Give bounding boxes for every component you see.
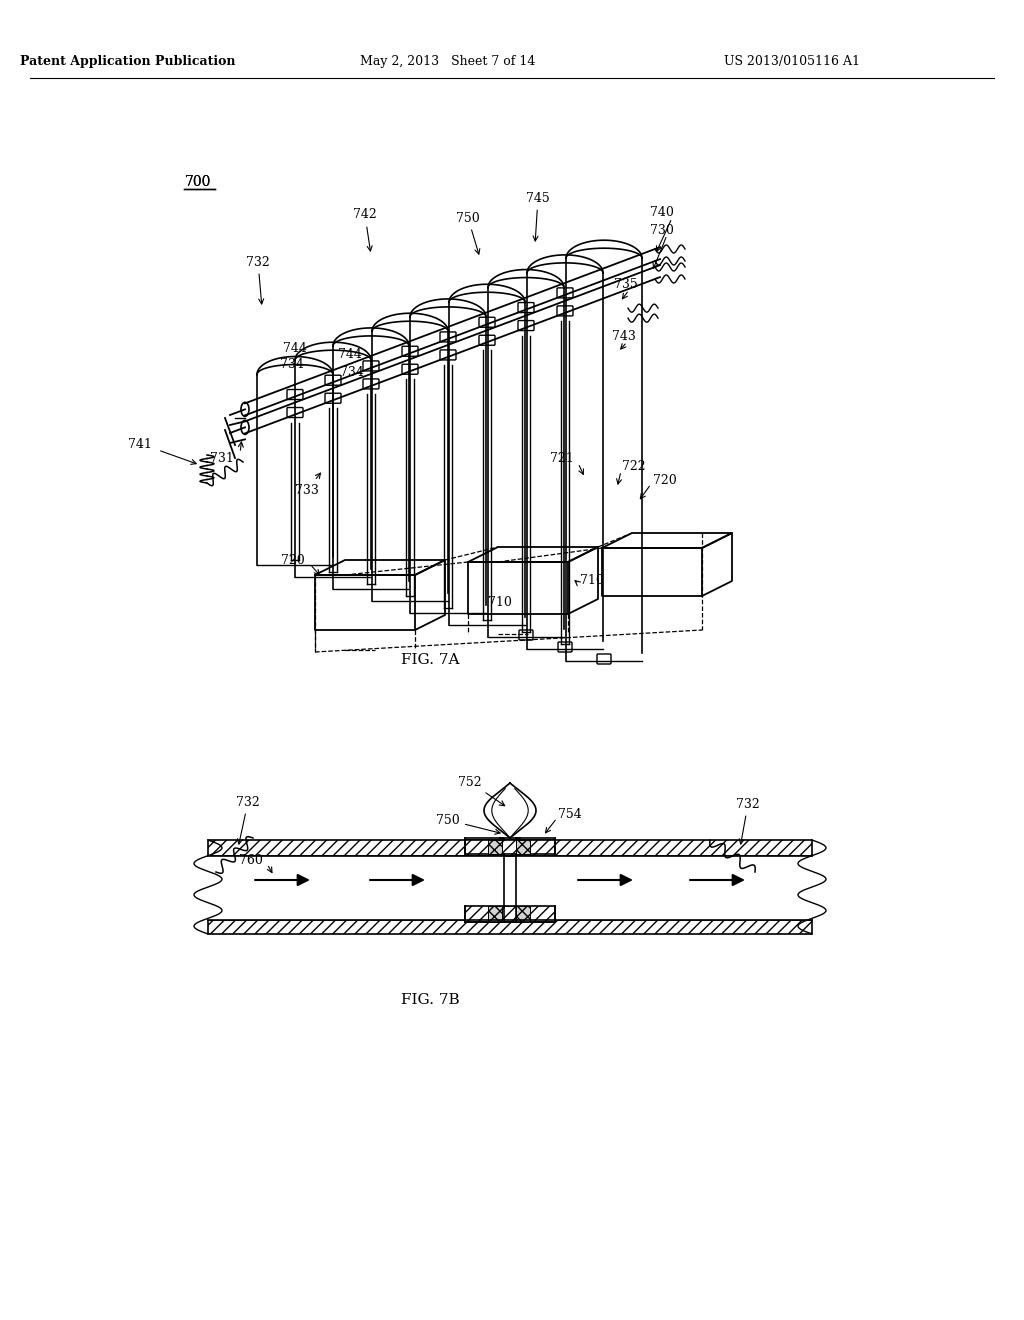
Text: 744: 744	[338, 348, 361, 362]
Text: 760: 760	[240, 854, 263, 866]
Bar	[516, 840, 530, 854]
FancyBboxPatch shape	[557, 306, 573, 315]
Text: 734: 734	[340, 366, 364, 379]
Text: 732: 732	[246, 256, 270, 304]
Bar	[465, 906, 555, 921]
FancyBboxPatch shape	[557, 288, 573, 298]
FancyBboxPatch shape	[440, 350, 456, 360]
Text: 743: 743	[612, 330, 636, 343]
Text: 750: 750	[436, 813, 500, 834]
FancyBboxPatch shape	[558, 642, 572, 652]
Text: 720: 720	[282, 553, 305, 566]
FancyBboxPatch shape	[325, 375, 341, 385]
Text: 752: 752	[458, 776, 505, 805]
Text: 750: 750	[456, 211, 480, 255]
FancyBboxPatch shape	[479, 335, 495, 346]
Text: 734: 734	[281, 359, 304, 371]
Text: 730: 730	[650, 223, 674, 236]
Text: 742: 742	[353, 209, 377, 251]
FancyBboxPatch shape	[518, 302, 534, 313]
Text: FIG. 7B: FIG. 7B	[400, 993, 460, 1007]
Bar	[465, 840, 555, 854]
FancyBboxPatch shape	[519, 630, 534, 640]
FancyBboxPatch shape	[440, 331, 456, 342]
Text: 732: 732	[237, 796, 260, 843]
Text: 700: 700	[184, 176, 211, 189]
FancyBboxPatch shape	[287, 389, 303, 400]
Text: 733: 733	[295, 473, 321, 496]
Text: 731: 731	[210, 451, 234, 465]
Text: 710: 710	[580, 573, 604, 586]
Text: Patent Application Publication: Patent Application Publication	[20, 55, 236, 69]
Text: 745: 745	[526, 191, 550, 242]
Ellipse shape	[241, 420, 249, 434]
Bar	[488, 906, 502, 921]
Ellipse shape	[241, 403, 249, 416]
FancyBboxPatch shape	[362, 360, 379, 371]
FancyBboxPatch shape	[402, 364, 418, 375]
Text: 754: 754	[558, 808, 582, 821]
Text: 744: 744	[283, 342, 307, 355]
Text: 721: 721	[550, 451, 574, 465]
Text: May 2, 2013   Sheet 7 of 14: May 2, 2013 Sheet 7 of 14	[360, 55, 536, 69]
Bar	[208, 855, 812, 920]
Text: 720: 720	[653, 474, 677, 487]
FancyBboxPatch shape	[597, 653, 611, 664]
FancyBboxPatch shape	[287, 408, 303, 417]
Bar	[208, 840, 812, 855]
FancyBboxPatch shape	[402, 346, 418, 356]
Text: FIG. 7A: FIG. 7A	[400, 653, 459, 667]
Bar	[516, 906, 530, 921]
Text: 732: 732	[736, 797, 760, 843]
Text: 700: 700	[184, 176, 211, 189]
Text: 735: 735	[614, 279, 638, 292]
Bar	[208, 920, 812, 935]
FancyBboxPatch shape	[362, 379, 379, 389]
FancyBboxPatch shape	[518, 321, 534, 330]
Bar	[504, 855, 516, 906]
Bar	[488, 840, 502, 854]
Text: 741: 741	[128, 438, 152, 451]
FancyBboxPatch shape	[479, 317, 495, 327]
Text: 740: 740	[650, 206, 674, 219]
FancyBboxPatch shape	[325, 393, 341, 403]
Text: 722: 722	[622, 459, 645, 473]
Text: 710: 710	[488, 595, 512, 609]
Text: US 2013/0105116 A1: US 2013/0105116 A1	[724, 55, 860, 69]
